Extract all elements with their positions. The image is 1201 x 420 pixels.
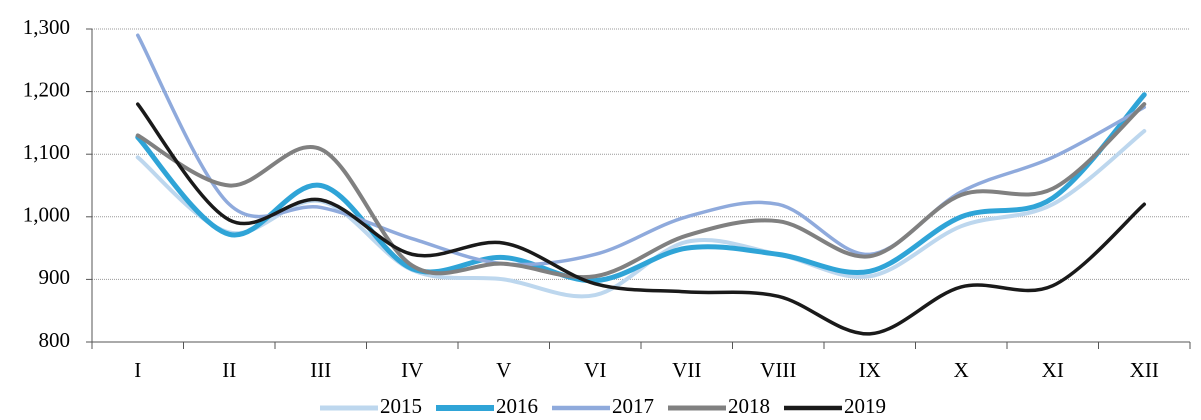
x-tick-label: VI [584, 358, 606, 382]
y-tick-label: 900 [39, 265, 71, 289]
legend-label: 2018 [728, 394, 770, 418]
x-tick-label: IV [401, 358, 423, 382]
y-tick-label: 1,300 [23, 15, 70, 39]
x-tick-label: III [310, 358, 331, 382]
y-tick-label: 1,100 [23, 140, 70, 164]
x-tick-label: V [496, 358, 511, 382]
y-tick-label: 800 [39, 328, 71, 352]
x-tick-label: IX [859, 358, 881, 382]
legend-label: 2015 [380, 394, 422, 418]
series-line [136, 102, 1146, 336]
series-line [135, 102, 1147, 280]
series-line [135, 92, 1147, 284]
x-tick-label: XII [1130, 358, 1159, 382]
legend-label: 2016 [496, 394, 538, 418]
x-tick-label: II [222, 358, 236, 382]
y-tick-label: 1,200 [23, 77, 70, 101]
legend-label: 2017 [612, 394, 654, 418]
legend-label: 2019 [844, 394, 886, 418]
series-line [136, 33, 1146, 267]
x-tick-label: VIII [760, 358, 796, 382]
x-tick-label: X [954, 358, 969, 382]
y-tick-label: 1,000 [23, 203, 70, 227]
x-tick-label: VII [672, 358, 701, 382]
x-tick-label: XI [1042, 358, 1064, 382]
x-tick-label: I [134, 358, 141, 382]
